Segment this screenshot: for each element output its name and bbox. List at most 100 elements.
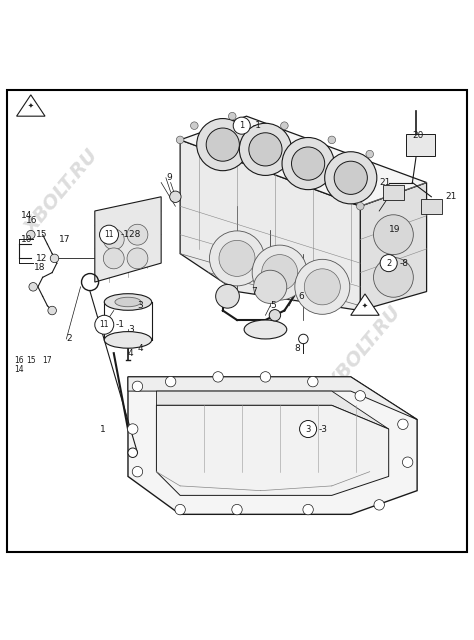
Circle shape — [303, 504, 313, 515]
Text: 15: 15 — [36, 230, 47, 239]
Text: -3: -3 — [319, 424, 328, 433]
Text: 9: 9 — [166, 173, 172, 182]
Circle shape — [100, 225, 118, 244]
Text: 18: 18 — [34, 264, 46, 273]
Circle shape — [132, 467, 143, 477]
Circle shape — [206, 128, 239, 161]
Circle shape — [282, 138, 334, 189]
Circle shape — [197, 118, 249, 171]
Circle shape — [95, 316, 114, 334]
Circle shape — [233, 117, 250, 134]
Circle shape — [249, 132, 282, 166]
Text: 20: 20 — [412, 131, 424, 140]
Circle shape — [325, 152, 377, 204]
Text: 17: 17 — [43, 356, 52, 365]
Circle shape — [48, 307, 56, 315]
Text: 19: 19 — [389, 225, 400, 234]
Text: 1: 1 — [239, 121, 245, 130]
Text: 2: 2 — [66, 335, 72, 344]
Polygon shape — [351, 294, 379, 316]
Text: 10: 10 — [21, 235, 33, 244]
Text: 4: 4 — [128, 349, 134, 358]
Circle shape — [295, 259, 350, 314]
Ellipse shape — [244, 320, 287, 339]
Circle shape — [299, 334, 308, 344]
Text: 17: 17 — [59, 235, 71, 244]
Text: 3: 3 — [128, 325, 134, 334]
Text: XBOLT.RU: XBOLT.RU — [21, 146, 102, 238]
Circle shape — [219, 241, 255, 276]
Text: 6: 6 — [299, 292, 304, 301]
Text: ✦: ✦ — [362, 303, 368, 308]
Ellipse shape — [104, 294, 152, 310]
Ellipse shape — [104, 332, 152, 348]
Circle shape — [27, 230, 35, 239]
Polygon shape — [156, 391, 389, 429]
Circle shape — [355, 390, 365, 401]
Circle shape — [128, 424, 138, 434]
Circle shape — [103, 229, 124, 250]
Text: 3: 3 — [137, 301, 143, 310]
Polygon shape — [180, 116, 427, 206]
Circle shape — [398, 419, 408, 429]
Polygon shape — [128, 377, 417, 515]
Text: -128: -128 — [120, 230, 141, 239]
Circle shape — [165, 376, 176, 387]
Text: 4: 4 — [137, 344, 143, 353]
Circle shape — [308, 376, 318, 387]
Polygon shape — [128, 377, 417, 420]
Text: 16: 16 — [26, 216, 37, 225]
Circle shape — [402, 457, 413, 467]
Circle shape — [254, 270, 287, 303]
Circle shape — [127, 224, 148, 245]
Text: 15: 15 — [26, 356, 36, 365]
Circle shape — [239, 124, 292, 175]
Circle shape — [292, 147, 325, 180]
Ellipse shape — [115, 297, 141, 307]
Circle shape — [304, 269, 340, 305]
Circle shape — [374, 500, 384, 510]
FancyBboxPatch shape — [406, 134, 435, 156]
Circle shape — [334, 161, 367, 195]
Circle shape — [191, 122, 198, 129]
Polygon shape — [156, 405, 389, 495]
Circle shape — [356, 202, 364, 210]
Text: 8: 8 — [294, 344, 300, 353]
Polygon shape — [17, 95, 45, 116]
Text: 7: 7 — [251, 287, 257, 296]
Text: 14: 14 — [21, 211, 33, 220]
Circle shape — [175, 504, 185, 515]
Text: XBOLT.RU: XBOLT.RU — [324, 303, 406, 394]
Circle shape — [328, 136, 336, 143]
Circle shape — [252, 245, 307, 300]
Text: -8: -8 — [399, 259, 408, 268]
Circle shape — [374, 257, 413, 297]
Text: 5: 5 — [270, 301, 276, 310]
Circle shape — [216, 284, 239, 308]
Polygon shape — [180, 140, 360, 310]
Circle shape — [213, 372, 223, 382]
Text: ✦: ✦ — [28, 102, 34, 108]
Circle shape — [132, 381, 143, 392]
Circle shape — [232, 504, 242, 515]
Text: -1: -1 — [116, 320, 125, 329]
Circle shape — [210, 231, 264, 286]
Text: 21: 21 — [446, 192, 457, 201]
Circle shape — [300, 420, 317, 438]
Circle shape — [262, 255, 298, 291]
Text: 3: 3 — [305, 424, 311, 433]
Text: -1: -1 — [252, 121, 261, 130]
Polygon shape — [95, 196, 161, 282]
Text: 1: 1 — [100, 424, 105, 433]
Circle shape — [103, 248, 124, 269]
FancyBboxPatch shape — [383, 185, 404, 200]
Circle shape — [281, 122, 288, 129]
Circle shape — [374, 215, 413, 255]
Text: 14: 14 — [14, 365, 24, 374]
Text: 12: 12 — [36, 254, 47, 263]
FancyBboxPatch shape — [421, 199, 442, 214]
Circle shape — [29, 282, 37, 291]
Circle shape — [380, 255, 397, 271]
Text: 2: 2 — [386, 259, 392, 268]
Circle shape — [170, 191, 181, 202]
